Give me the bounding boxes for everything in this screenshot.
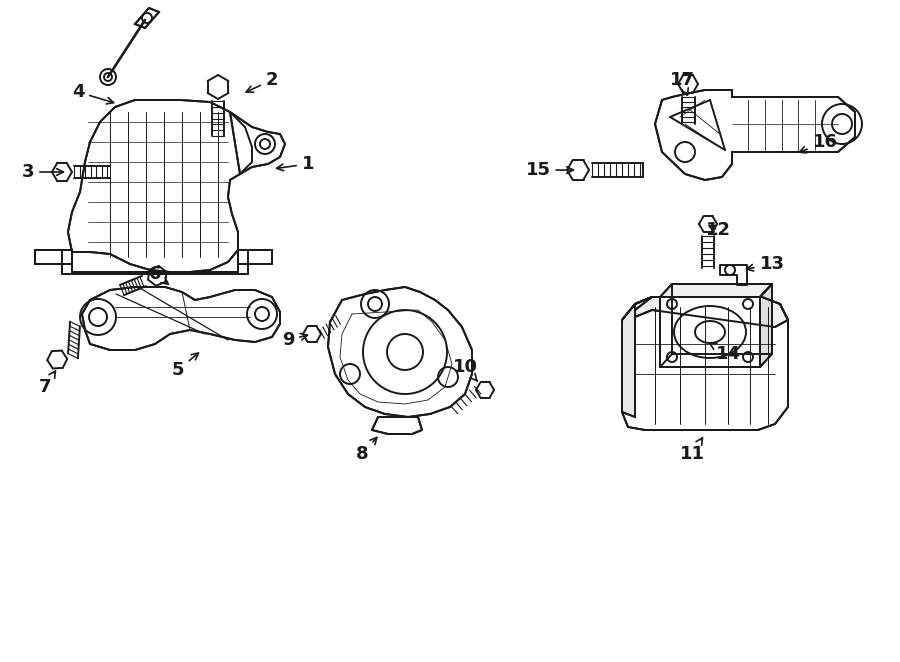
Polygon shape — [622, 297, 788, 430]
Text: 16: 16 — [799, 133, 838, 153]
Polygon shape — [82, 287, 280, 350]
Text: 10: 10 — [453, 358, 478, 381]
Polygon shape — [230, 112, 285, 174]
Polygon shape — [62, 250, 248, 274]
Polygon shape — [372, 417, 422, 434]
Polygon shape — [660, 284, 772, 297]
Text: 2: 2 — [247, 71, 278, 92]
Polygon shape — [35, 250, 72, 264]
Text: 7: 7 — [39, 371, 56, 396]
Polygon shape — [660, 297, 760, 367]
Text: 6: 6 — [148, 265, 168, 284]
Text: 12: 12 — [706, 221, 731, 239]
Text: 11: 11 — [680, 438, 705, 463]
Text: 14: 14 — [709, 343, 741, 363]
Polygon shape — [622, 297, 652, 417]
Text: 15: 15 — [526, 161, 573, 179]
Text: 17: 17 — [670, 71, 695, 95]
Text: 9: 9 — [282, 331, 308, 349]
Text: 8: 8 — [356, 438, 377, 463]
Polygon shape — [635, 297, 788, 327]
Polygon shape — [760, 284, 772, 367]
Polygon shape — [328, 287, 472, 417]
Text: 5: 5 — [172, 353, 198, 379]
Polygon shape — [238, 250, 272, 264]
Polygon shape — [135, 8, 159, 28]
Text: 1: 1 — [276, 155, 314, 173]
Text: 13: 13 — [746, 255, 785, 273]
Text: 4: 4 — [72, 83, 113, 104]
Polygon shape — [68, 100, 252, 272]
Text: 3: 3 — [22, 163, 63, 181]
Polygon shape — [655, 90, 855, 180]
